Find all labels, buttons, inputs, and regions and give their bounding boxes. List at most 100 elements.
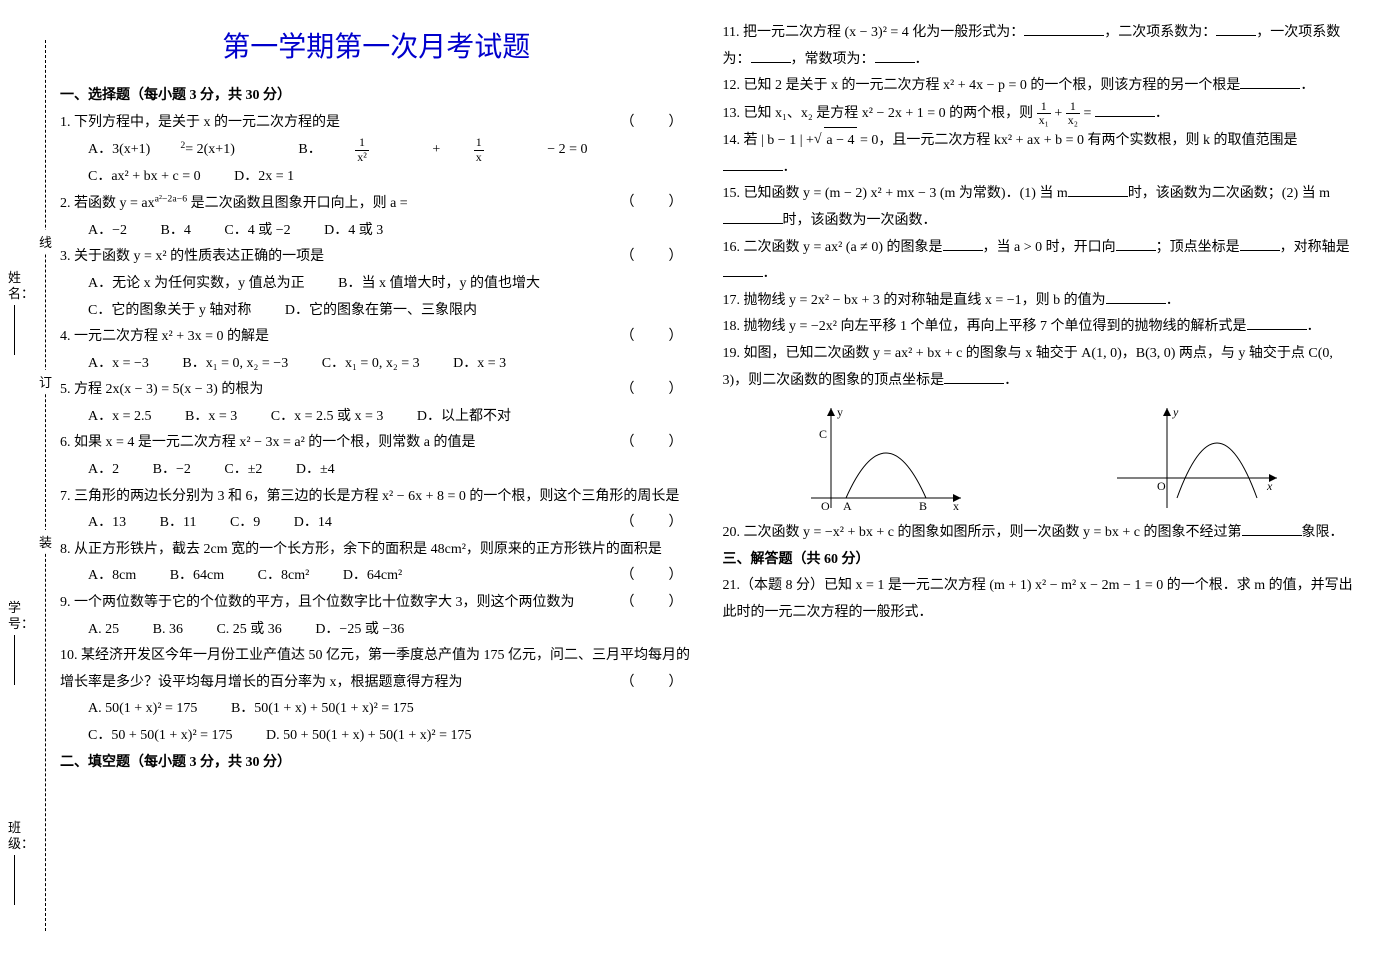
question-5: 5. 方程 2x(x − 3) = 5(x − 3) 的根为 （ ） A．x =…	[60, 377, 693, 430]
q10-optD: D. 50 + 50(1 + x) + 50(1 + x)² = 175	[266, 723, 471, 750]
section1-heading: 一、选择题（每小题 3 分，共 30 分）	[60, 83, 693, 110]
q10-optA: A. 50(1 + x)² = 175	[88, 696, 197, 723]
answer-paren: （ ）	[621, 244, 693, 271]
q8-optA: A．8cm	[88, 563, 136, 590]
question-19: 19. 如图，已知二次函数 y = ax² + bx + c 的图象与 x 轴交…	[723, 341, 1356, 394]
q4-optD: D．x = 3	[453, 351, 506, 378]
figures-19-20: O A B C x y O x y	[723, 394, 1356, 520]
label-x: x	[953, 499, 959, 513]
side-char-zhuang: 装	[39, 530, 52, 553]
question-20: 20. 二次函数 y = −x² + bx + c 的图象如图所示，则一次函数 …	[723, 520, 1356, 547]
answer-paren: （ ）	[621, 324, 693, 351]
question-11: 11. 把一元二次方程 (x − 3)² = 4 化为一般形式为：，二次项系数为…	[723, 20, 1356, 73]
q4-optC: C．x₁ = 0, x₂ = 3	[322, 351, 420, 378]
q10-options: A. 50(1 + x)² = 175 B．50(1 + x) + 50(1 +…	[60, 696, 693, 749]
answer-paren: （ ）	[621, 510, 693, 537]
label-O: O	[821, 499, 830, 513]
page: 第一学期第一次月考试题 一、选择题（每小题 3 分，共 30 分） 1. 下列方…	[60, 20, 1355, 951]
q6-stem: 6. 如果 x = 4 是一元二次方程 x² − 3x = a² 的一个根，则常…	[60, 435, 476, 450]
label-x: x	[1266, 479, 1273, 493]
q7-optA: A．13	[88, 510, 126, 537]
answer-paren: （ ）	[621, 377, 693, 404]
q2-options: A．−2 B．4 C．4 或 −2 D．4 或 3	[60, 218, 693, 245]
question-9: 9. 一个两位数等于它的个位数的平方，且个位数字比十位数字大 3，则这个两位数为…	[60, 590, 693, 643]
side-char-xian: 线	[39, 230, 52, 253]
q21-stem: 21.（本题 8 分）已知 x = 1 是一元二次方程 (m + 1) x² −…	[723, 578, 1353, 620]
question-17: 17. 抛物线 y = 2x² − bx + 3 的对称轴是直线 x = −1，…	[723, 288, 1356, 315]
q1-options: A．3(x+1)2 = 2(x+1) B． 1x² + 1x − 2 = 0 C…	[60, 136, 693, 190]
q2-optD: D．4 或 3	[324, 218, 383, 245]
figure-q19: O A B C x y	[791, 398, 971, 518]
label-class: 班级：	[8, 820, 22, 909]
right-column: 11. 把一元二次方程 (x − 3)² = 4 化为一般形式为：，二次项系数为…	[723, 20, 1356, 951]
label-O: O	[1157, 479, 1166, 493]
label-id: 学号：	[8, 600, 22, 689]
question-7: 7. 三角形的两边长分别为 3 和 6，第三边的长是方程 x² − 6x + 8…	[60, 484, 693, 537]
q8-optB: B．64cm	[170, 563, 224, 590]
q5-optC: C．x = 2.5 或 x = 3	[271, 404, 384, 431]
answer-paren: （ ）	[621, 430, 693, 457]
question-10: 10. 某经济开发区今年一月份工业产值达 50 亿元，第一季度总产值为 175 …	[60, 643, 693, 749]
question-3: 3. 关于函数 y = x² 的性质表达正确的一项是 （ ） A．无论 x 为任…	[60, 244, 693, 324]
q2-stem: 2. 若函数 y = axa²−2a−6 是二次函数且图象开口向上，则 a =	[60, 196, 408, 211]
q6-optC: C．±2	[224, 457, 262, 484]
q8-optD: D．64cm²	[343, 563, 402, 590]
question-21: 21.（本题 8 分）已知 x = 1 是一元二次方程 (m + 1) x² −…	[723, 573, 1356, 626]
question-12: 12. 已知 2 是关于 x 的一元二次方程 x² + 4x − p = 0 的…	[723, 73, 1356, 100]
answer-paren: （ ）	[621, 670, 693, 697]
q9-options: A. 25 B. 36 C. 25 或 36 D．−25 或 −36	[60, 617, 693, 644]
answer-paren: （ ）	[621, 110, 693, 137]
label-name: 姓名：	[8, 270, 22, 359]
question-16: 16. 二次函数 y = ax² (a ≠ 0) 的图象是，当 a > 0 时，…	[723, 235, 1356, 288]
q6-optA: A．2	[88, 457, 119, 484]
q3-options: A．无论 x 为任何实数，y 值总为正 B．当 x 值增大时，y 的值也增大 C…	[60, 271, 693, 324]
q5-optA: A．x = 2.5	[88, 404, 152, 431]
q4-optA: A．x = −3	[88, 351, 149, 378]
q7-optD: D．14	[294, 510, 332, 537]
q9-stem: 9. 一个两位数等于它的个位数的平方，且个位数字比十位数字大 3，则这个两位数为	[60, 595, 575, 610]
q7-optB: B．11	[160, 510, 197, 537]
q5-optB: B．x = 3	[185, 404, 237, 431]
q8-optC: C．8cm²	[258, 563, 310, 590]
q8-stem: 8. 从正方形铁片，截去 2cm 宽的一个长方形，余下的面积是 48cm²，则原…	[60, 542, 662, 557]
section3-heading: 三、解答题（共 60 分）	[723, 547, 1356, 574]
q10-optB: B．50(1 + x) + 50(1 + x)² = 175	[231, 696, 414, 723]
q9-optA: A. 25	[88, 617, 119, 644]
q5-options: A．x = 2.5 B．x = 3 C．x = 2.5 或 x = 3 D．以上…	[60, 404, 693, 431]
question-1: 1. 下列方程中，是关于 x 的一元二次方程的是 （ ） A．3(x+1)2 =…	[60, 110, 693, 191]
q4-optB: B．x₁ = 0, x₂ = −3	[182, 351, 288, 378]
q3-stem: 3. 关于函数 y = x² 的性质表达正确的一项是	[60, 249, 324, 264]
question-4: 4. 一元二次方程 x² + 3x = 0 的解是 （ ） A．x = −3 B…	[60, 324, 693, 377]
q3-optD: D．它的图象在第一、三象限内	[285, 298, 477, 325]
q6-options: A．2 B．−2 C．±2 D．±4	[60, 457, 693, 484]
q3-optB: B．当 x 值增大时，y 的值也增大	[338, 271, 540, 298]
q2-optC: C．4 或 −2	[224, 218, 290, 245]
q9-optC: C. 25 或 36	[216, 617, 281, 644]
q7-optC: C．9	[230, 510, 260, 537]
left-column: 第一学期第一次月考试题 一、选择题（每小题 3 分，共 30 分） 1. 下列方…	[60, 20, 693, 951]
q1-optB: B． 1x² + 1x − 2 = 0	[298, 136, 617, 164]
q4-stem: 4. 一元二次方程 x² + 3x = 0 的解是	[60, 329, 269, 344]
q5-stem: 5. 方程 2x(x − 3) = 5(x − 3) 的根为	[60, 382, 263, 397]
q3-optC: C．它的图象关于 y 轴对称	[88, 298, 251, 325]
q5-optD: D．以上都不对	[417, 404, 511, 431]
question-13: 13. 已知 x₁、x₂ 是方程 x² − 2x + 1 = 0 的两个根，则 …	[723, 100, 1356, 128]
q6-optB: B．−2	[153, 457, 191, 484]
q3-optA: A．无论 x 为任何实数，y 值总为正	[88, 271, 305, 298]
exam-title: 第一学期第一次月考试题	[60, 20, 693, 83]
q1-optD: D．2x = 1	[234, 164, 294, 191]
side-char-ding: 订	[39, 370, 52, 393]
q1-optA: A．3(x+1)2 = 2(x+1)	[88, 137, 265, 164]
label-y: y	[837, 405, 843, 419]
q10-optC: C．50 + 50(1 + x)² = 175	[88, 723, 233, 750]
question-8: 8. 从正方形铁片，截去 2cm 宽的一个长方形，余下的面积是 48cm²，则原…	[60, 537, 693, 590]
label-y: y	[1172, 405, 1179, 419]
section2-heading: 二、填空题（每小题 3 分，共 30 分）	[60, 750, 693, 777]
answer-paren: （ ）	[621, 190, 693, 217]
q7-options: A．13 B．11 C．9 D．14	[60, 510, 693, 537]
q2-optA: A．−2	[88, 218, 127, 245]
q8-options: A．8cm B．64cm C．8cm² D．64cm²	[60, 563, 693, 590]
question-18: 18. 抛物线 y = −2x² 向左平移 1 个单位，再向上平移 7 个单位得…	[723, 314, 1356, 341]
q2-optB: B．4	[161, 218, 191, 245]
question-2: 2. 若函数 y = axa²−2a−6 是二次函数且图象开口向上，则 a = …	[60, 190, 693, 244]
